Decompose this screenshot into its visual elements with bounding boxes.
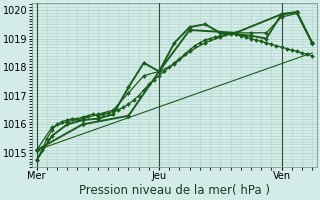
X-axis label: Pression niveau de la mer( hPa ): Pression niveau de la mer( hPa ) [79,184,270,197]
